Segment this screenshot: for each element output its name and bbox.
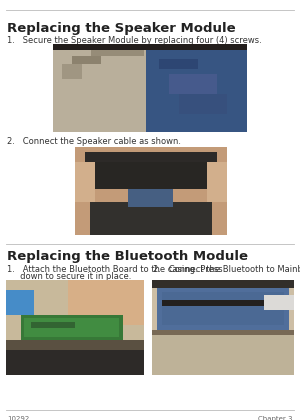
Text: 1.   Secure the Speaker Module by replacing four (4) screws.: 1. Secure the Speaker Module by replacin… bbox=[7, 36, 262, 45]
Text: Replacing the Bluetooth Module: Replacing the Bluetooth Module bbox=[7, 250, 248, 263]
Text: Replacing the Speaker Module: Replacing the Speaker Module bbox=[7, 22, 236, 35]
Text: 2.   Connect the Speaker cable as shown.: 2. Connect the Speaker cable as shown. bbox=[7, 137, 181, 146]
Text: 10292: 10292 bbox=[7, 416, 29, 420]
Text: 2.   Connect the Bluetooth to Mainboard cable.: 2. Connect the Bluetooth to Mainboard ca… bbox=[153, 265, 300, 274]
Text: Chapter 3: Chapter 3 bbox=[259, 416, 293, 420]
Text: 1.   Attach the Bluetooth Board to the casing. Press: 1. Attach the Bluetooth Board to the cas… bbox=[7, 265, 223, 274]
Text: down to secure it in place.: down to secure it in place. bbox=[7, 272, 131, 281]
